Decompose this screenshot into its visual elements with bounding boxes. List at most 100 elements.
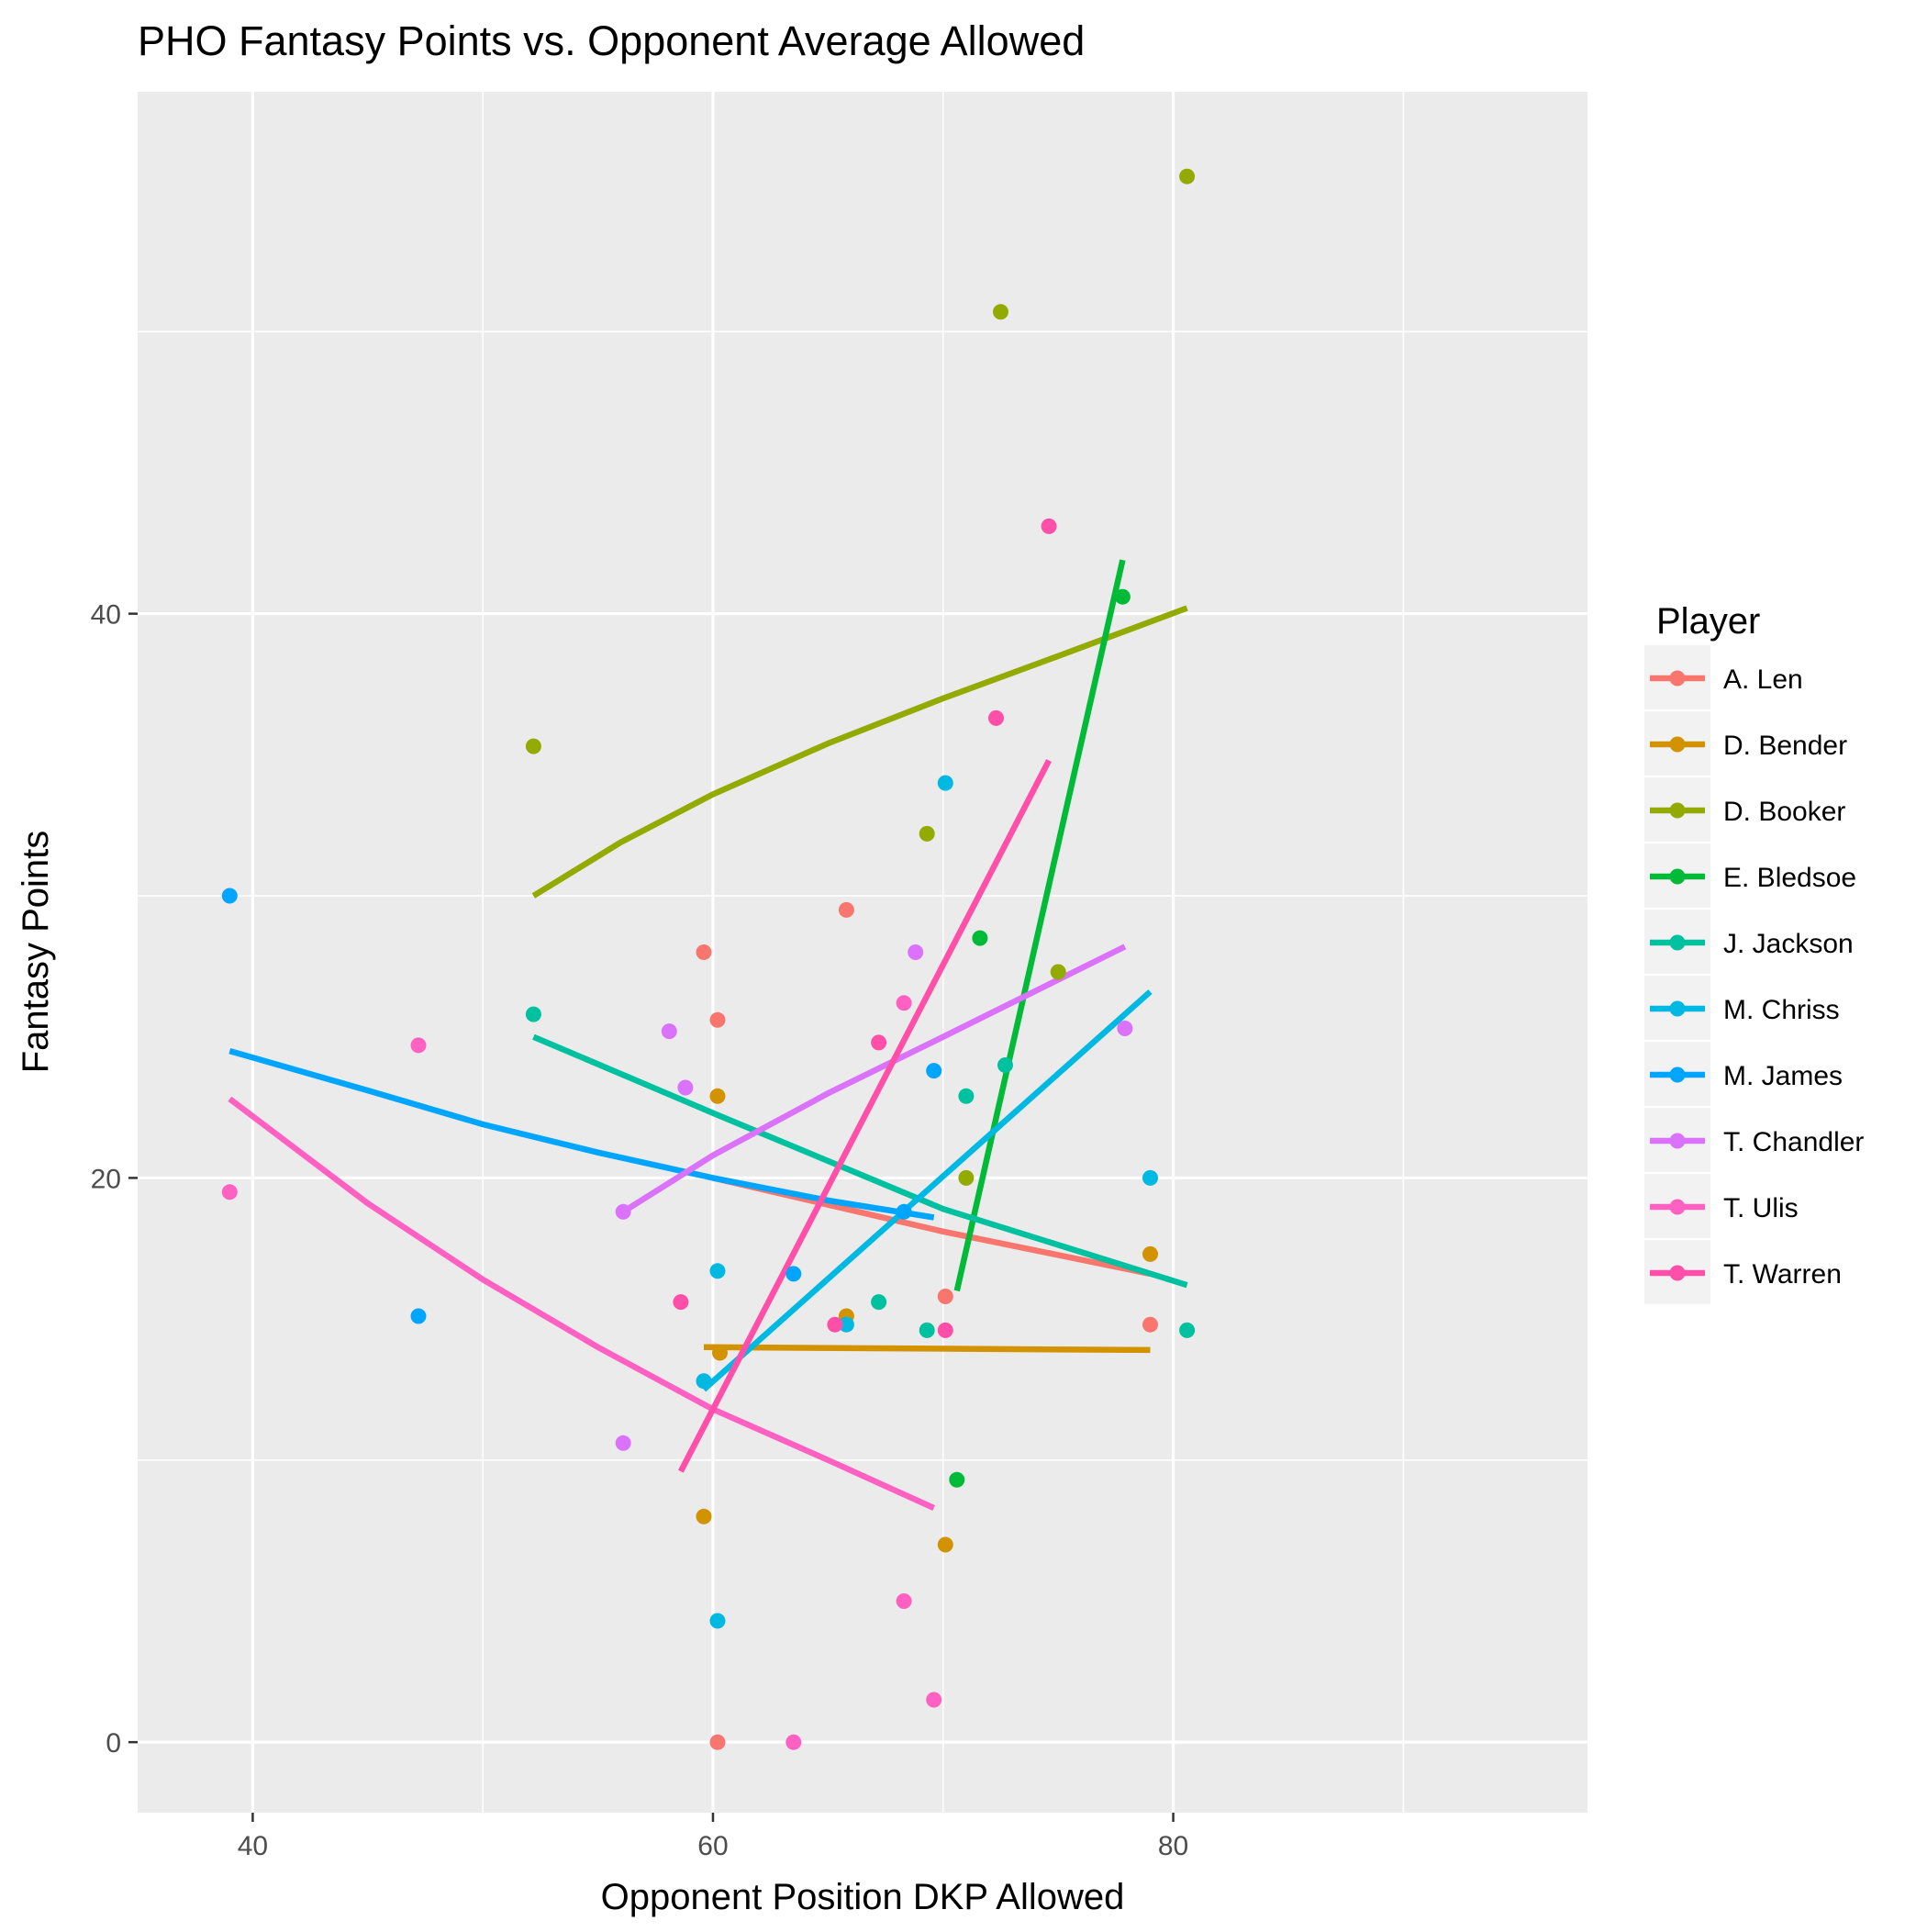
point-t-warren — [1041, 518, 1057, 534]
point-a-len — [709, 1011, 726, 1028]
point-m-chriss — [696, 1373, 712, 1390]
point-t-ulis — [896, 1593, 912, 1609]
x-axis: 40 60 80 — [238, 1813, 1188, 1861]
legend-item-t-warren: T. Warren — [1644, 1240, 1842, 1304]
point-j-jackson — [997, 1057, 1013, 1073]
fit-line-e-bledsoe — [953, 559, 1126, 1292]
legend-label: A. Len — [1723, 664, 1803, 695]
point-t-ulis — [785, 1734, 802, 1750]
point-t-warren — [988, 709, 1004, 726]
point-m-chriss — [937, 775, 953, 791]
fit-line-d-booker — [531, 605, 1188, 899]
point-a-len — [937, 1289, 953, 1304]
point-t-chandler — [615, 1435, 631, 1451]
legend-item-m-chriss: M. Chriss — [1644, 976, 1840, 1040]
point-a-len — [696, 944, 712, 960]
legend-label: E. Bledsoe — [1723, 863, 1856, 893]
point-m-chriss — [838, 1316, 854, 1333]
y-tick-label: 40 — [91, 600, 121, 631]
point-d-booker — [958, 1169, 975, 1186]
point-j-jackson — [1179, 1322, 1196, 1338]
point-a-len — [709, 1734, 726, 1750]
legend-label: T. Chandler — [1723, 1127, 1864, 1157]
x-axis-label: Opponent Position DKP Allowed — [601, 1877, 1125, 1917]
grid-major — [138, 92, 1587, 1813]
point-d-bender — [1142, 1245, 1158, 1262]
legend-label: M. Chriss — [1723, 995, 1840, 1025]
legend-items: A. Len D. Bender D. Booker E. Bledsoe J. Jac… — [1644, 645, 1864, 1304]
point-m-chriss — [709, 1613, 726, 1629]
point-d-booker — [1179, 168, 1196, 184]
legend-key-point — [1669, 868, 1686, 885]
y-axis-label: Fantasy Points — [16, 831, 56, 1074]
point-d-bender — [937, 1536, 953, 1553]
point-m-james — [410, 1308, 427, 1324]
point-t-chandler — [661, 1023, 677, 1040]
legend-label: T. Ulis — [1723, 1193, 1799, 1223]
data-points — [221, 168, 1196, 1750]
point-t-chandler — [908, 944, 924, 960]
legend-item-d-bender: D. Bender — [1644, 711, 1847, 776]
point-d-booker — [919, 825, 935, 842]
plot-panel — [138, 92, 1587, 1813]
y-tick-label: 20 — [91, 1164, 121, 1194]
legend-key-point — [1669, 1067, 1686, 1083]
point-e-bledsoe — [972, 930, 988, 946]
legend-key-point — [1669, 1000, 1686, 1017]
point-t-ulis — [896, 995, 912, 1011]
point-d-bender — [696, 1508, 712, 1524]
legend-key-point — [1669, 670, 1686, 687]
legend-item-j-jackson: J. Jackson — [1644, 910, 1854, 974]
fit-line-d-bender — [703, 1344, 1151, 1354]
point-d-bender — [712, 1345, 728, 1361]
legend-key-point — [1669, 736, 1686, 753]
point-d-booker — [1050, 964, 1066, 980]
fit-lines — [228, 559, 1188, 1511]
point-d-bender — [709, 1088, 726, 1104]
legend-title: Player — [1656, 601, 1760, 642]
grid-minor — [138, 92, 1587, 1813]
y-axis: 0 20 40 — [91, 600, 138, 1759]
legend-item-e-bledsoe: E. Bledsoe — [1644, 843, 1856, 908]
point-t-warren — [827, 1316, 843, 1333]
point-m-james — [221, 888, 238, 904]
point-t-ulis — [410, 1037, 427, 1054]
x-tick-label: 60 — [697, 1831, 728, 1861]
legend-item-t-ulis: T. Ulis — [1644, 1174, 1799, 1238]
chart-title: PHO Fantasy Points vs. Opponent Average … — [138, 17, 1085, 64]
y-tick-label: 0 — [106, 1728, 121, 1759]
legend-label: J. Jackson — [1723, 929, 1854, 959]
point-m-james — [896, 1203, 912, 1220]
legend-key-point — [1669, 934, 1686, 951]
point-m-chriss — [1142, 1169, 1158, 1186]
legend-key-point — [1669, 1133, 1686, 1149]
point-m-james — [926, 1063, 942, 1079]
point-m-james — [785, 1266, 802, 1282]
legend-item-m-james: M. James — [1644, 1042, 1843, 1106]
legend: Player A. Len D. Bender D. Booker E. Bledso… — [1644, 601, 1864, 1304]
point-t-warren — [871, 1034, 887, 1051]
point-d-booker — [993, 304, 1008, 320]
legend-key-point — [1669, 1265, 1686, 1281]
point-t-chandler — [615, 1203, 631, 1220]
x-tick-label: 40 — [238, 1831, 268, 1861]
point-m-chriss — [709, 1263, 726, 1279]
fit-line-t-warren — [678, 759, 1052, 1473]
legend-key-point — [1669, 802, 1686, 819]
legend-label: D. Bender — [1723, 731, 1847, 761]
point-a-len — [1142, 1316, 1158, 1333]
legend-item-a-len: A. Len — [1644, 645, 1803, 709]
point-t-chandler — [677, 1079, 694, 1096]
point-t-warren — [673, 1294, 689, 1311]
x-tick-label: 80 — [1158, 1831, 1188, 1861]
point-e-bledsoe — [949, 1471, 965, 1488]
point-j-jackson — [958, 1088, 975, 1104]
fit-line-m-james — [228, 1047, 935, 1221]
point-t-ulis — [221, 1184, 238, 1201]
legend-item-d-booker: D. Booker — [1644, 777, 1845, 842]
legend-key-point — [1669, 1199, 1686, 1215]
point-t-warren — [937, 1322, 953, 1338]
point-t-ulis — [926, 1692, 942, 1708]
point-e-bledsoe — [1114, 588, 1131, 605]
